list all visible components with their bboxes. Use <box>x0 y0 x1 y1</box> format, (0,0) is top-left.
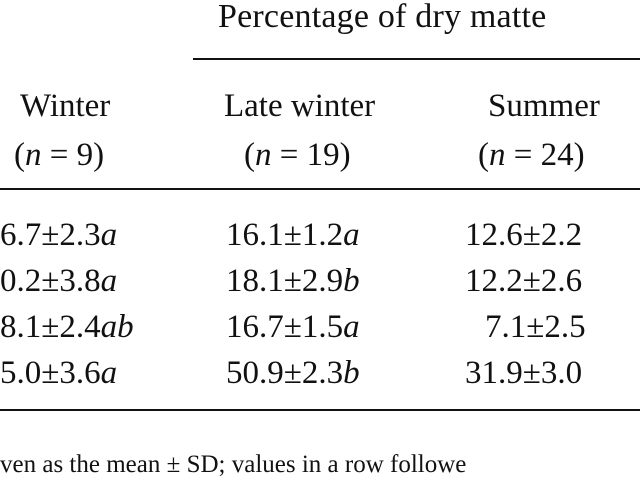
significance-letter: a <box>100 355 118 391</box>
row-2-summer: 12.2±2.6 <box>465 263 583 299</box>
significance-letter: b <box>343 263 360 299</box>
row-3-winter: 8.1±2.4ab <box>0 309 134 345</box>
spanner-heading: Percentage of dry matte <box>218 0 547 35</box>
row-4-winter: 5.0±3.6a <box>0 355 118 391</box>
row-1-late-winter: 16.1±1.2a <box>226 217 360 253</box>
n-variable: n <box>255 137 272 173</box>
bottom-rule <box>0 409 640 411</box>
row-4-late-winter: 50.9±2.3b <box>226 355 360 391</box>
significance-letter: ab <box>100 309 134 345</box>
significance-letter: a <box>100 217 118 253</box>
row-3-late-winter: 16.7±1.5a <box>226 309 360 345</box>
significance-letter: a <box>343 217 360 253</box>
row-2-winter: 0.2±3.8a <box>0 263 118 299</box>
n-late-winter-text: (n = 19) <box>244 137 351 173</box>
significance-letter: b <box>343 355 360 391</box>
column-header-late-winter: Late winter <box>224 88 376 124</box>
column-header-winter: Winter <box>20 88 111 124</box>
row-4-summer: 31.9±3.0 <box>465 355 583 391</box>
header-rule <box>0 188 640 190</box>
row-3-summer: 7.1±2.5 <box>485 309 586 345</box>
n-winter-text: (n = 9) <box>14 137 105 173</box>
significance-letter: a <box>100 263 118 299</box>
n-summer-text: (n = 24) <box>478 137 585 173</box>
spanner-rule <box>193 58 640 60</box>
row-1-summer: 12.6±2.2 <box>465 217 583 253</box>
table-footnote: ven as the mean ± SD; values in a row fo… <box>0 451 467 478</box>
significance-letter: a <box>343 309 360 345</box>
column-header-summer: Summer <box>488 88 600 124</box>
column-n-summer: (n = 24) <box>478 139 585 172</box>
n-variable: n <box>489 137 506 173</box>
row-2-late-winter: 18.1±2.9b <box>226 263 360 299</box>
column-n-late-winter: (n = 19) <box>244 139 351 172</box>
column-n-winter: (n = 9) <box>14 139 104 172</box>
n-variable: n <box>25 137 42 173</box>
row-1-winter: 6.7±2.3a <box>0 217 118 253</box>
